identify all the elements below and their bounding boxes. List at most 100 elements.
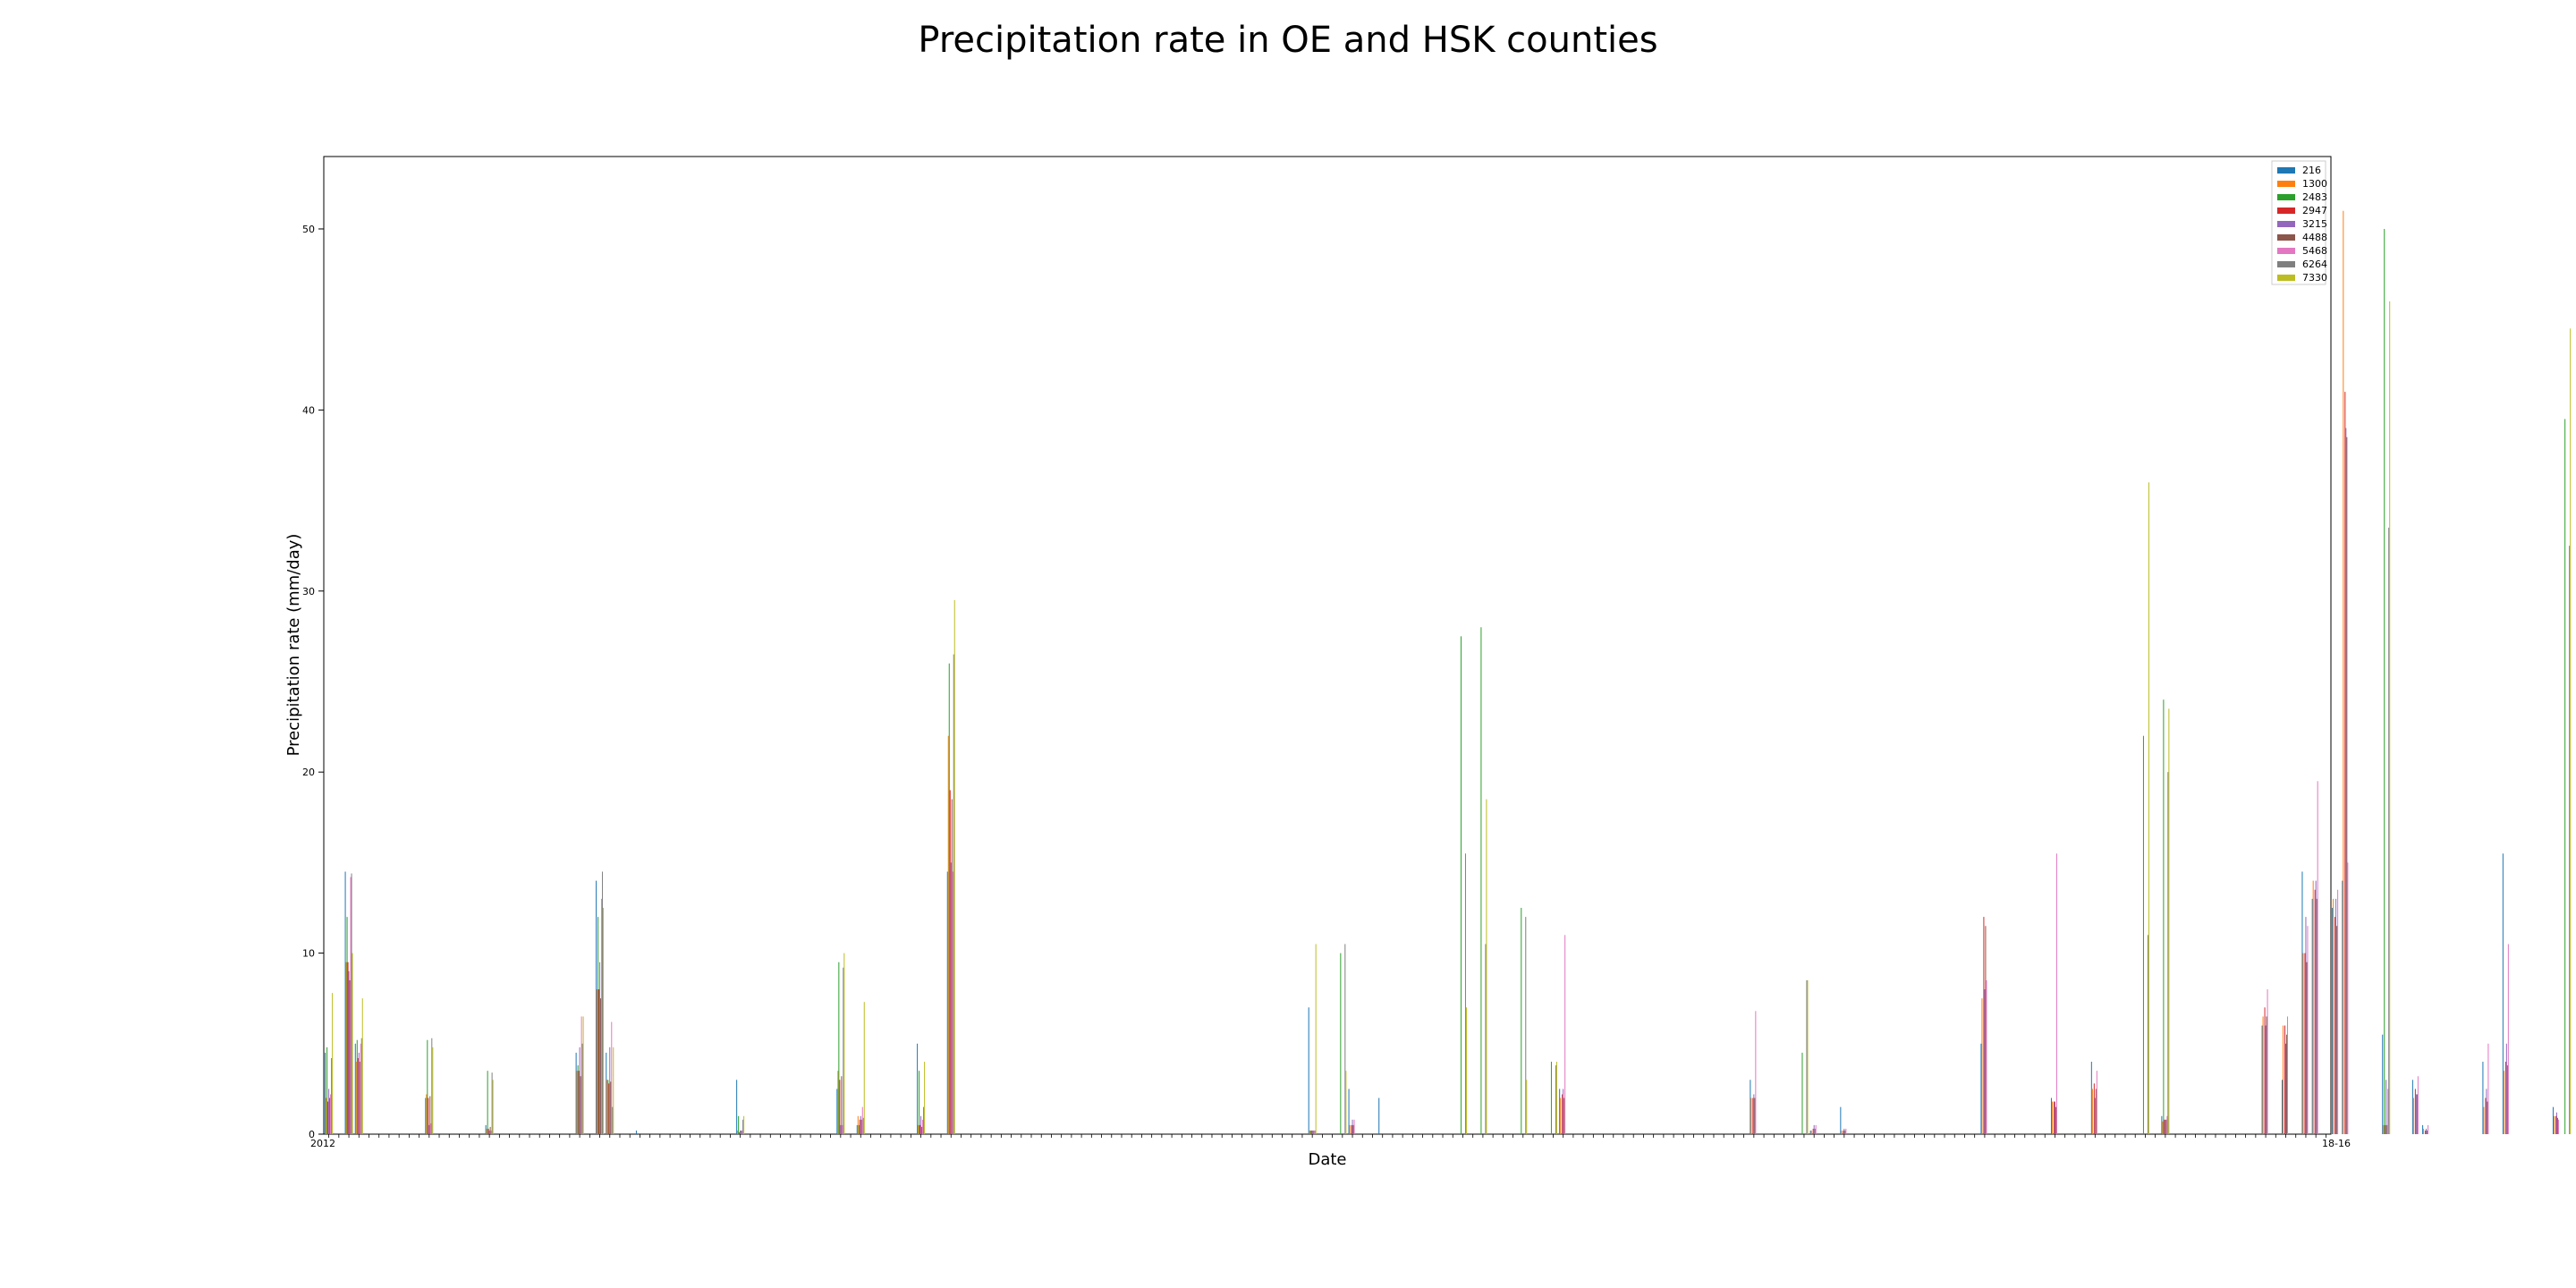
bar-7330-d54: [863, 1002, 865, 1134]
bar-3215-d04: [358, 1052, 360, 1134]
bar-2483-d42: [738, 1115, 740, 1134]
bar-7330-undefined: [2389, 301, 2391, 1134]
bar-6264-d116: [1485, 944, 1487, 1134]
bar-2947-d63: [949, 790, 951, 1134]
bar-3215-d103: [1352, 1119, 1353, 1134]
bar-6264-d11: [431, 1038, 433, 1134]
bar-6264-d28: [602, 871, 604, 1134]
bar-7330-d29: [613, 1046, 614, 1134]
bar-5468-d173: [2055, 853, 2057, 1134]
bar-4488-undefined: [2416, 1094, 2418, 1134]
bar-5468-d01: [330, 1094, 332, 1134]
bar-4488-undefined: [2427, 1130, 2428, 1134]
legend-label-4488: 4488: [2302, 232, 2327, 243]
bar-2947-undefined: [2555, 1115, 2556, 1134]
bar-1300-d177: [2091, 1089, 2093, 1134]
bar-2947-d149: [1812, 1128, 1814, 1134]
bar-2947-undefined: [2485, 1097, 2487, 1134]
bar-6264-d01: [331, 1057, 333, 1134]
bar-4488-d99: [1312, 1130, 1314, 1134]
legend-label-216: 216: [2302, 165, 2321, 176]
bar-4488-d63: [951, 799, 953, 1134]
bar-5468-undefined: [2337, 889, 2339, 1134]
legend-swatch-3215: [2277, 221, 2295, 227]
legend-label-2947: 2947: [2302, 205, 2327, 216]
bar-1300-d42: [737, 1130, 739, 1134]
bars-group: [325, 210, 2572, 1135]
bar-6264-d99: [1314, 1130, 1316, 1134]
bar-6264-d120: [1525, 917, 1527, 1134]
bar-7330-d03: [352, 953, 353, 1134]
bar-4488-d52: [841, 1076, 843, 1134]
bar-3215-d03: [348, 970, 350, 1134]
bar-216-undefined: [2382, 1034, 2384, 1134]
bar-3215-d177: [2094, 1097, 2096, 1134]
bar-3215-d42: [740, 1130, 741, 1134]
bar-216-d106: [1378, 1097, 1380, 1134]
bar-1300-d194: [2262, 1016, 2264, 1134]
bar-2483-d123: [1550, 1062, 1552, 1134]
bar-7330-d04: [361, 998, 363, 1134]
bar-216-d32: [635, 1130, 637, 1134]
bar-5468-undefined: [2417, 1076, 2419, 1134]
bar-4488-d11: [429, 1096, 431, 1134]
x-tick-label-last: 18-16: [2322, 1138, 2351, 1149]
bar-3215-d54: [860, 1115, 861, 1134]
bar-1300-undefined: [2423, 1128, 2425, 1134]
bar-216-d194: [2261, 1025, 2263, 1134]
bar-216-d28: [596, 880, 597, 1134]
bar-5468-d11: [430, 1123, 432, 1134]
bar-3215-d01: [328, 1089, 330, 1134]
bar-6264-d42: [742, 1119, 744, 1134]
bar-1300-undefined: [2553, 1115, 2555, 1134]
bar-6264-d184: [2167, 772, 2169, 1134]
bar-5468-d26: [580, 1016, 582, 1134]
bar-2483-d148: [1801, 1052, 1803, 1134]
bar-4488-d198: [2306, 962, 2308, 1134]
bar-216-d03: [344, 871, 346, 1134]
bar-6264-d60: [923, 1106, 925, 1134]
bar-3215-d99: [1311, 1130, 1313, 1134]
bar-6264-d63: [953, 654, 954, 1134]
bar-1300-d173: [2051, 1101, 2053, 1134]
bar-5468-d166: [1986, 979, 1987, 1134]
bar-2483-d52: [838, 962, 840, 1134]
bar-3215-d60: [920, 1115, 922, 1134]
bar-2947-d03: [347, 962, 349, 1134]
y-tick-label: 40: [302, 404, 315, 416]
bar-4488-d124: [1563, 1097, 1565, 1134]
bar-5468-d124: [1564, 935, 1566, 1134]
bar-1300-d124: [1560, 1097, 1562, 1134]
bar-2947-d42: [739, 1131, 741, 1134]
legend-label-5468: 5468: [2302, 245, 2327, 257]
y-tick-label: 20: [302, 767, 315, 778]
bar-5468-undefined: [2557, 1119, 2559, 1134]
bar-3215-d29: [609, 1046, 611, 1134]
bar-5468-undefined: [2387, 1089, 2389, 1134]
x-axis-label: Date: [1308, 1150, 1346, 1169]
bar-6264-d26: [581, 1043, 583, 1134]
legend-swatch-5468: [2277, 248, 2295, 254]
bar-3215-d149: [1813, 1124, 1815, 1134]
bar-4488-d143: [1754, 1097, 1756, 1134]
legend-label-7330: 7330: [2302, 272, 2327, 284]
bar-7330-d01: [332, 993, 334, 1134]
bar-2483-d28: [597, 917, 599, 1134]
x-tick-label-first: 2012: [310, 1138, 335, 1149]
bar-1300-d143: [1750, 1097, 1752, 1134]
bar-4488-d177: [2095, 1089, 2097, 1134]
bar-3215-undefined: [2415, 1094, 2417, 1134]
bar-2947-d184: [2164, 1119, 2165, 1134]
bar-2483-d03: [346, 917, 348, 1134]
bar-2483-d116: [1480, 627, 1482, 1134]
bar-3215-d17: [488, 1130, 490, 1134]
bar-216-d196: [2282, 1080, 2284, 1134]
bar-5468-d184: [2166, 1115, 2168, 1134]
bar-4488-d103: [1352, 1124, 1354, 1134]
bar-6264-d114: [1464, 853, 1466, 1134]
bar-2947-d01: [327, 1101, 329, 1134]
bar-4488-d196: [2286, 1034, 2288, 1134]
bar-1300-d26: [576, 1071, 578, 1134]
legend-swatch-7330: [2277, 275, 2295, 281]
